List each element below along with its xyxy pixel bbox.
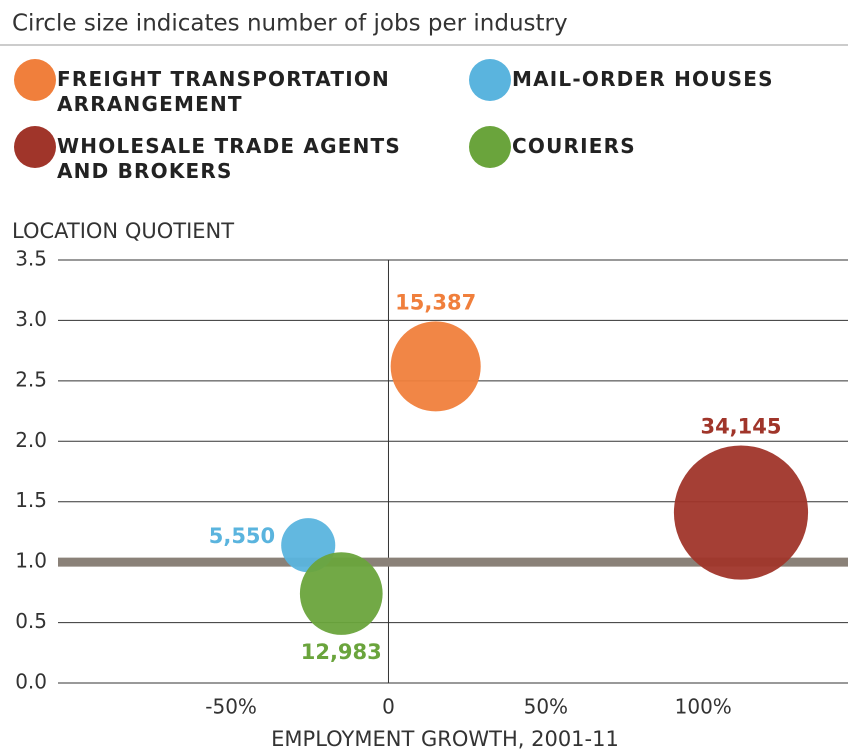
- data-label: 15,387: [395, 290, 476, 314]
- legend-label: COURIERS: [512, 134, 636, 158]
- y-axis-title: LOCATION QUOTIENT: [12, 219, 234, 243]
- data-label: 34,145: [700, 415, 781, 439]
- y-tick-label: 1.5: [15, 488, 47, 512]
- legend-label: FREIGHT TRANSPORTATION ARRANGEMENT: [57, 67, 390, 116]
- legend-label: MAIL-ORDER HOUSES: [512, 67, 774, 91]
- x-tick-label: -50%: [205, 695, 257, 719]
- x-tick-label: 100%: [675, 695, 732, 719]
- data-label: 5,550: [209, 524, 275, 548]
- legend-swatch: [469, 126, 511, 168]
- legend-swatch: [14, 126, 56, 168]
- bubble: [299, 552, 383, 635]
- x-tick-label: 50%: [524, 695, 568, 719]
- y-tick-label: 3.5: [15, 247, 47, 271]
- legend-swatch: [469, 59, 511, 101]
- y-tick-label: 1.0: [15, 549, 47, 573]
- y-tick-label: 3.0: [15, 307, 47, 331]
- bubble: [673, 445, 809, 580]
- legend-swatch: [14, 59, 56, 101]
- chart-subtitle: Circle size indicates number of jobs per…: [12, 11, 568, 37]
- legend-label: WHOLESALE TRADE AGENTS AND BROKERS: [57, 134, 401, 183]
- x-tick-label: 0: [382, 695, 395, 719]
- y-tick-label: 2.5: [15, 367, 47, 391]
- y-tick-label: 0.0: [15, 670, 47, 694]
- y-tick-label: 0.5: [15, 609, 47, 633]
- data-label: 12,983: [301, 640, 382, 664]
- y-tick-label: 2.0: [15, 428, 47, 452]
- x-axis-title: EMPLOYMENT GROWTH, 2001-11: [271, 727, 619, 751]
- bubble: [390, 321, 481, 412]
